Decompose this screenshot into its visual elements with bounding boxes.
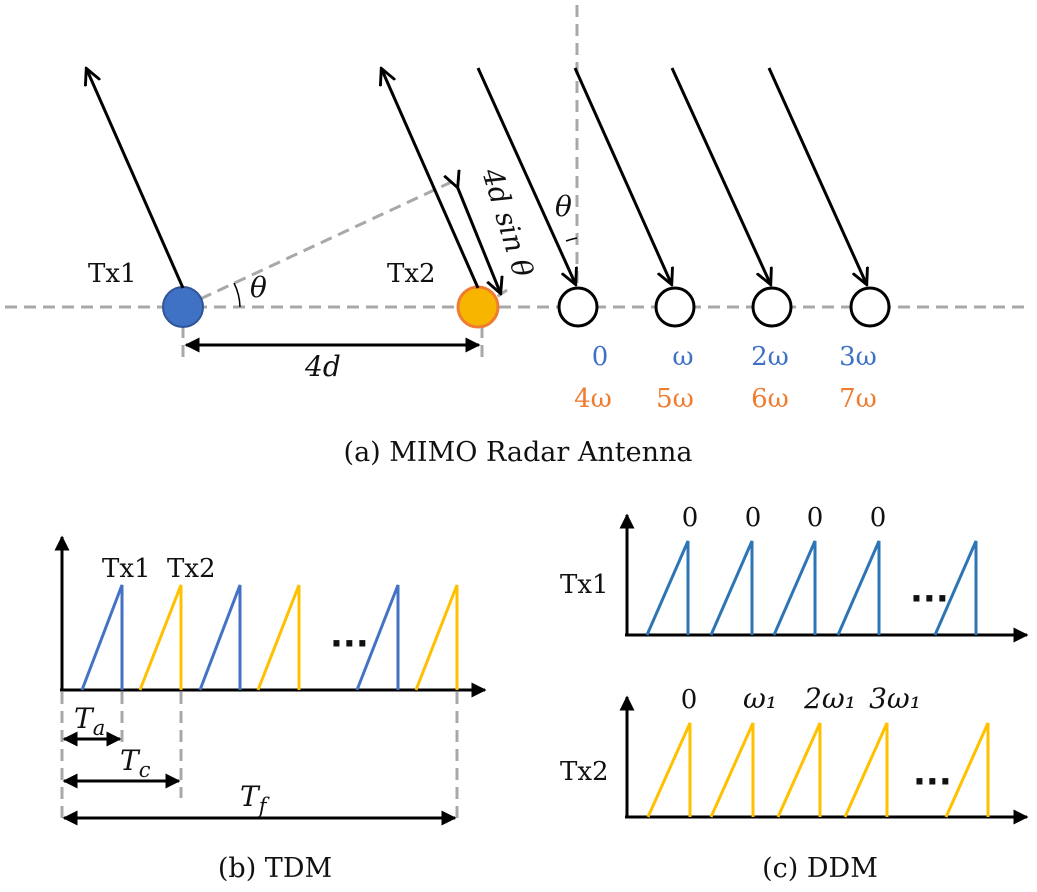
ta-label: Ta: [74, 702, 105, 740]
tdm-chirp-tx2: [414, 584, 459, 691]
rx4-phase-tx2: 7ω: [839, 384, 877, 414]
panel-b: Tx1 Tx2 ··· Ta Tc Tf (b) TDM: [54, 535, 487, 884]
ddm-tx1-phase: 0: [745, 503, 762, 533]
tdm-chirp-tx1: [355, 584, 400, 691]
theta-top-arc: [565, 237, 578, 242]
ddm-tx2-phase: 2ω₁: [803, 682, 856, 715]
ddm-tx2-chirp: [646, 722, 692, 818]
tdm-chirp-tx2: [256, 584, 301, 691]
rx3-phase-tx2: 6ω: [751, 384, 789, 414]
panel-c-caption: (c) DDM: [762, 853, 878, 884]
ddm-tx1-chirp: [772, 540, 817, 636]
ddm-tx1-label: Tx1: [560, 570, 609, 600]
ddm-tx1-phase: 0: [870, 503, 887, 533]
ddm-tx2-phase: ω₁: [743, 682, 777, 715]
rx3-antenna: [751, 286, 793, 328]
wavefront-line: [182, 176, 461, 309]
tx2-antenna: [456, 285, 500, 329]
panel-c: Tx1 Tx2 0 0 0 0 0 ω₁ 2ω₁ 3ω₁ ··· ··· (c)…: [560, 503, 1029, 884]
rx3-phase-tx1: 2ω: [751, 342, 789, 372]
rx2-ray-arrow: [573, 67, 671, 283]
tdm-tx1-label: Tx1: [102, 554, 151, 584]
tdm-chirp-tx1: [198, 584, 242, 691]
ddm-tx1-chirp: [836, 540, 881, 636]
panel-b-caption: (b) TDM: [218, 853, 332, 884]
ddm-tx2-phase: 0: [681, 685, 698, 715]
ddm-tx1-phase: 0: [807, 503, 824, 533]
rx4-antenna: [849, 286, 891, 328]
ddm-tx2-label: Tx2: [560, 757, 609, 787]
theta-top-label: θ: [555, 190, 572, 223]
tdm-tx2-label: Tx2: [167, 554, 216, 584]
tdm-ellipsis: ···: [330, 624, 369, 664]
ddm-tx1-chirp: [645, 540, 690, 636]
ddm-tx2-ellipsis: ···: [913, 762, 952, 802]
tdm-chirp-tx1: [80, 584, 124, 691]
tx2-label: Tx2: [387, 259, 436, 289]
ddm-tx2-phase: 3ω₁: [869, 682, 921, 715]
rx2-phase-tx1: ω: [672, 342, 693, 372]
theta-arc: [233, 282, 241, 308]
ddm-tx1-phase: 0: [682, 503, 699, 533]
tx1-label: Tx1: [88, 259, 137, 289]
panel-a-caption: (a) MIMO Radar Antenna: [344, 437, 693, 468]
tdm-chirp-tx2: [138, 584, 183, 691]
rx4-ray-arrow: [767, 67, 866, 283]
rx1-phase-tx2: 4ω: [574, 384, 612, 414]
rx1-ray-arrow: [476, 67, 575, 283]
ddm-tx2-chirp: [944, 722, 990, 818]
ddm-tx2-chirp: [776, 722, 822, 818]
tf-label: Tf: [240, 780, 270, 818]
theta-label: θ: [250, 271, 267, 304]
path-difference-arrow: [457, 186, 500, 292]
ddm-tx2-chirp: [709, 722, 755, 818]
ddm-tx1-chirp: [709, 540, 754, 636]
tx2-ray-arrow: [382, 70, 480, 289]
rx2-antenna: [654, 286, 696, 328]
rx1-phase-tx1: 0: [592, 342, 609, 372]
tc-label: Tc: [120, 744, 151, 782]
tx1-antenna: [162, 286, 204, 328]
ddm-tx1-ellipsis: ···: [910, 579, 949, 619]
panel-a: Tx1 Tx2 θ θ 4d 4d sin θ 0 ω 2ω 3ω 4ω 5ω …: [5, 5, 1030, 468]
ddm-tx1-chirp: [933, 540, 978, 636]
spacing-label: 4d: [304, 350, 341, 383]
tx1-ray-arrow: [87, 70, 185, 289]
rx2-phase-tx2: 5ω: [656, 384, 694, 414]
rx1-antenna: [557, 286, 599, 328]
rx3-ray-arrow: [670, 67, 770, 283]
rx4-phase-tx1: 3ω: [839, 342, 877, 372]
ddm-tx2-chirp: [843, 722, 889, 818]
